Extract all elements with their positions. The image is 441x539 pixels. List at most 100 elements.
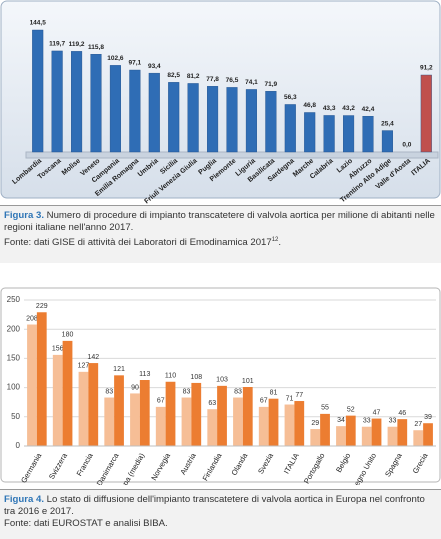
bar [139,380,150,446]
bar [148,72,160,153]
value-label: 0,0 [402,142,411,149]
value-label: 101 [242,378,254,385]
value-label: 208 [26,315,38,322]
bar [32,29,44,153]
bar [155,406,166,446]
bar [343,115,355,153]
value-label: 93,4 [148,63,161,70]
bar [284,404,295,446]
bar [104,397,115,446]
value-label: 113 [139,371,150,378]
value-label: 82,5 [167,72,180,79]
bar [168,82,180,153]
bar [114,375,124,446]
value-label: 83 [183,388,191,395]
value-label: 110 [165,373,176,380]
value-label: 46,8 [303,102,316,109]
source: Fonte: dati EUROSTAT e analisi BIBA. [4,518,168,529]
bar [52,354,63,446]
value-label: 43,2 [342,105,355,112]
bar [36,312,47,446]
value-label: 55 [321,405,329,412]
value-label: 115,8 [88,44,104,51]
bar [381,130,393,153]
bar [78,371,89,446]
value-label: 144,5 [30,20,47,27]
value-label: 229 [36,303,48,310]
value-label: 52 [347,406,355,413]
bar [90,54,102,153]
value-label: 63 [208,400,216,407]
footnote: 12 [271,237,279,243]
value-label: 56,3 [284,94,297,101]
value-label: 67 [157,398,165,405]
y-tick-label: 100 [7,383,21,392]
value-label: 42,4 [362,106,375,113]
value-label: 119,7 [49,41,65,48]
bar [362,116,374,153]
value-label: 91,2 [420,65,433,72]
y-tick-label: 50 [11,412,20,421]
value-label: 119,2 [69,41,85,48]
figure-label: Figura 4. [4,494,44,505]
bar [345,415,356,446]
y-tick-label: 150 [7,354,21,363]
value-label: 76,5 [226,77,239,84]
bar [413,430,424,446]
bar [226,87,238,153]
value-label: 102,6 [107,55,124,62]
floor [25,151,439,159]
value-label: 81,2 [187,73,200,80]
bar [420,74,432,153]
bar [191,382,202,446]
bar [265,91,277,153]
bar [62,340,73,446]
bar [423,423,433,446]
value-label: 33 [389,418,397,425]
value-label: 77 [295,392,303,399]
source-end: . [278,237,282,249]
bar [397,419,408,446]
value-label: 47 [373,409,381,416]
bar [294,401,305,446]
bar [27,324,37,446]
bar [129,69,141,153]
value-label: 74,1 [245,79,258,86]
value-label: 29 [311,420,319,427]
bar [109,65,121,153]
value-label: 83 [234,388,242,395]
bar [258,406,269,446]
value-label: 25,4 [381,120,394,127]
y-tick-label: 200 [7,324,21,333]
bar [187,83,199,153]
value-label: 83 [105,388,113,395]
bar [323,115,335,153]
bar [361,426,372,446]
bar [217,385,227,446]
value-label: 142 [87,354,99,361]
value-label: 27 [414,421,422,428]
caption: Figura 3. Numero di procedure di impiant… [0,205,441,263]
value-label: 67 [260,398,268,405]
value-label: 81 [270,390,278,397]
bar [51,50,63,153]
caption: Figura 4. Lo stato di diffusione dell'im… [0,489,441,539]
value-label: 33 [363,418,371,425]
bar [207,86,219,153]
source: Fonte: dati GISE di attività dei Laborat… [4,237,272,249]
bar [181,397,192,446]
value-label: 46 [398,410,406,417]
bar [310,429,321,446]
bar [284,104,296,153]
value-label: 39 [424,414,432,421]
y-tick-label: 250 [7,295,21,304]
bar [245,89,257,153]
bar [71,51,83,153]
bar [233,397,243,446]
value-label: 180 [62,332,74,339]
figure-label: Figura 3. [4,210,44,221]
bar [268,398,279,446]
value-label: 108 [190,374,202,381]
value-label: 34 [337,417,345,424]
